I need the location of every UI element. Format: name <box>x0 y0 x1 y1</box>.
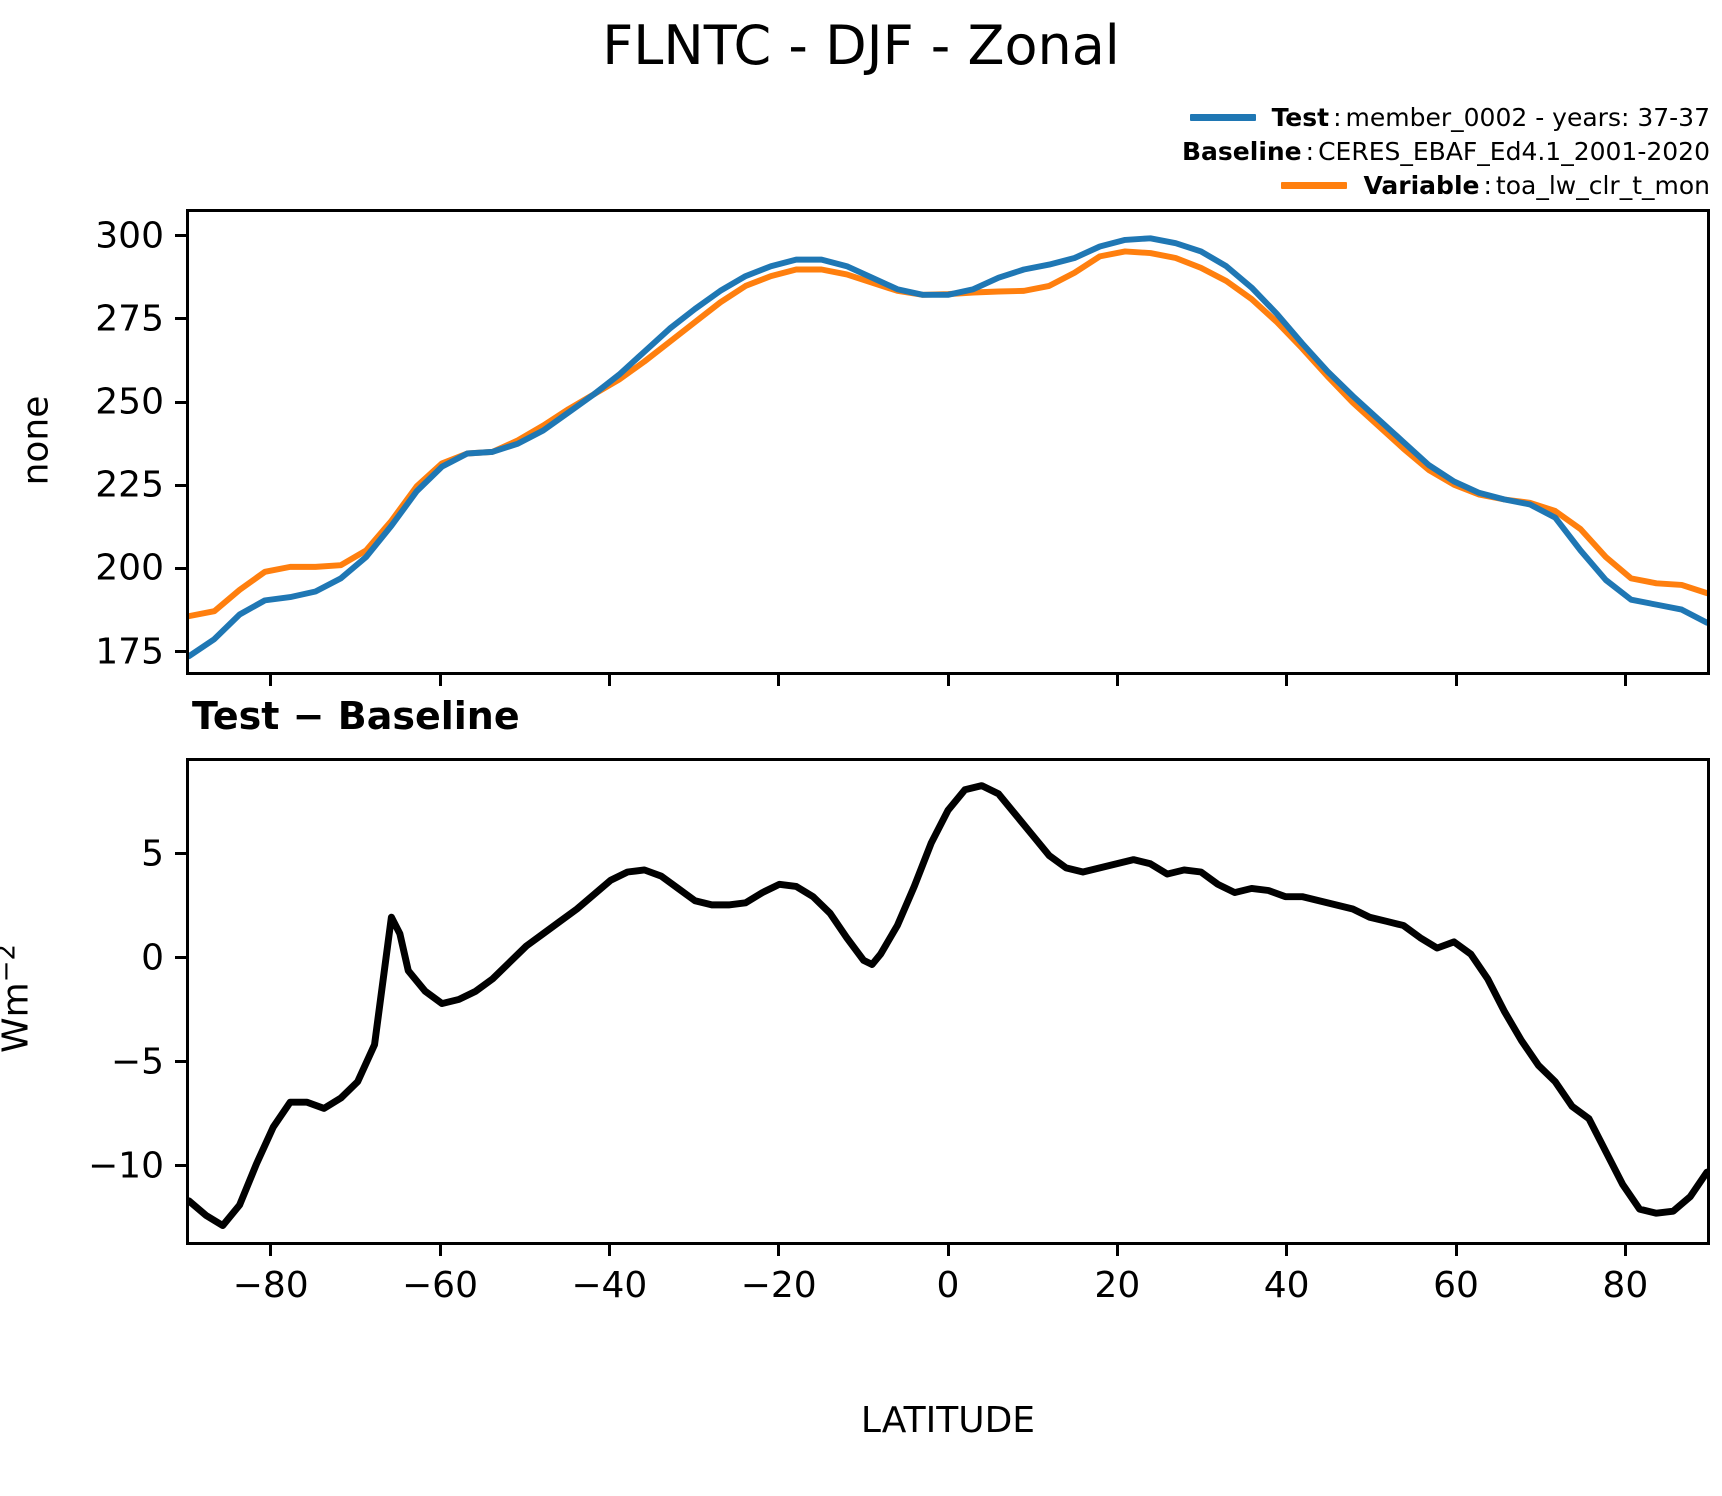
legend-label-test: Test: member_0002 - years: 37-37 <box>1272 105 1710 130</box>
bottom-panel-svg <box>189 782 1707 1230</box>
top-panel-svg <box>189 235 1707 660</box>
tick-mark-bottom-y <box>175 1060 186 1064</box>
tick-mark-bottom-x <box>1454 1245 1458 1256</box>
tick-mark-top-x <box>1454 675 1458 686</box>
legend-key-variable: Variable <box>1363 170 1480 200</box>
legend-key-baseline: Baseline <box>1181 136 1302 166</box>
tick-mark-top-y <box>175 483 186 487</box>
series-line-test <box>189 235 1707 660</box>
tick-mark-bottom-y <box>175 1164 186 1168</box>
tick-label-x: −80 <box>232 1265 309 1306</box>
tick-label-top-y: 200 <box>95 547 164 589</box>
legend-item-test: Test: member_0002 - years: 37-37 <box>1090 100 1710 134</box>
tick-mark-top-x <box>1623 675 1627 686</box>
legend-value-test: member_0002 - years: 37-37 <box>1345 102 1710 132</box>
legend-swatch-baseline <box>1100 148 1166 155</box>
tick-mark-top-x <box>1115 675 1119 686</box>
tick-mark-bottom-x <box>438 1245 442 1256</box>
tick-label-x: 0 <box>936 1265 960 1306</box>
tick-mark-top-y <box>175 317 186 321</box>
y-axis-unit-exponent: −2 <box>0 943 22 982</box>
tick-mark-top-x <box>269 675 273 686</box>
tick-label-top-y: 275 <box>95 298 164 340</box>
tick-mark-bottom-x <box>946 1245 950 1256</box>
page-title: FLNTC - DJF - Zonal <box>602 14 1120 77</box>
difference-panel-subtitle: Test − Baseline <box>192 694 520 738</box>
tick-label-x: −20 <box>740 1265 817 1306</box>
legend-label-variable: Variable: toa_lw_clr_t_mon <box>1363 173 1710 198</box>
tick-label-bottom-y: −10 <box>88 1145 164 1187</box>
legend-value-variable: toa_lw_clr_t_mon <box>1495 170 1710 200</box>
tick-label-top-y: 225 <box>95 464 164 506</box>
tick-mark-top-y <box>175 566 186 570</box>
tick-mark-top-x <box>946 675 950 686</box>
legend-swatch-variable <box>1281 181 1348 189</box>
legend-label-baseline: Baseline: CERES_EBAF_Ed4.1_2001-2020 <box>1182 139 1710 164</box>
tick-label-x: 20 <box>1094 1265 1141 1306</box>
legend-separator: : <box>1483 170 1492 200</box>
tick-mark-top-y <box>175 400 186 404</box>
legend-separator: : <box>1305 136 1315 166</box>
tick-label-x: −40 <box>571 1265 648 1306</box>
legend-swatch-test <box>1189 113 1256 121</box>
tick-label-x: 80 <box>1602 1265 1649 1306</box>
tick-mark-bottom-x <box>1623 1245 1627 1256</box>
legend-separator: : <box>1333 102 1342 132</box>
tick-label-top-y: 250 <box>95 381 164 423</box>
tick-label-x: 60 <box>1433 1265 1479 1306</box>
series-line-difference <box>189 782 1707 1230</box>
tick-label-top-y: 175 <box>95 631 164 673</box>
tick-label-bottom-y: −5 <box>110 1041 164 1083</box>
tick-mark-top-y <box>175 234 186 238</box>
legend-item-variable: Variable: toa_lw_clr_t_mon <box>1090 168 1710 202</box>
tick-mark-bottom-x <box>1115 1245 1119 1256</box>
tick-mark-top-x <box>777 675 781 686</box>
tick-label-x: 40 <box>1263 1265 1310 1306</box>
tick-label-top-y: 300 <box>95 215 164 257</box>
series-line-baseline <box>189 248 1707 620</box>
tick-label-x: −60 <box>402 1265 478 1306</box>
legend: Test: member_0002 - years: 37-37 Baseline… <box>1090 100 1710 202</box>
tick-mark-bottom-x <box>269 1245 273 1256</box>
x-axis-label: LATITUDE <box>860 1400 1036 1441</box>
top-panel-y-axis-label: none <box>15 395 57 486</box>
tick-mark-top-x <box>438 675 442 686</box>
tick-mark-top-x <box>607 675 611 686</box>
tick-mark-bottom-y <box>175 852 186 856</box>
bottom-panel-y-axis-label: Wm−2 <box>0 888 37 1108</box>
tick-mark-bottom-x <box>1285 1245 1289 1256</box>
tick-label-bottom-y: 5 <box>141 833 164 875</box>
tick-mark-top-x <box>1285 675 1289 686</box>
tick-mark-top-y <box>175 650 186 654</box>
tick-mark-bottom-x <box>777 1245 781 1256</box>
top-panel-plot-area <box>186 209 1710 675</box>
legend-key-test: Test <box>1271 102 1330 132</box>
legend-item-baseline: Baseline: CERES_EBAF_Ed4.1_2001-2020 <box>1090 134 1710 168</box>
y-axis-unit-base: Wm <box>0 981 37 1053</box>
tick-label-bottom-y: 0 <box>141 937 164 979</box>
bottom-panel-plot-area <box>186 758 1710 1245</box>
tick-mark-bottom-y <box>175 956 186 960</box>
legend-value-baseline: CERES_EBAF_Ed4.1_2001-2020 <box>1318 136 1710 166</box>
tick-mark-bottom-x <box>607 1245 611 1256</box>
